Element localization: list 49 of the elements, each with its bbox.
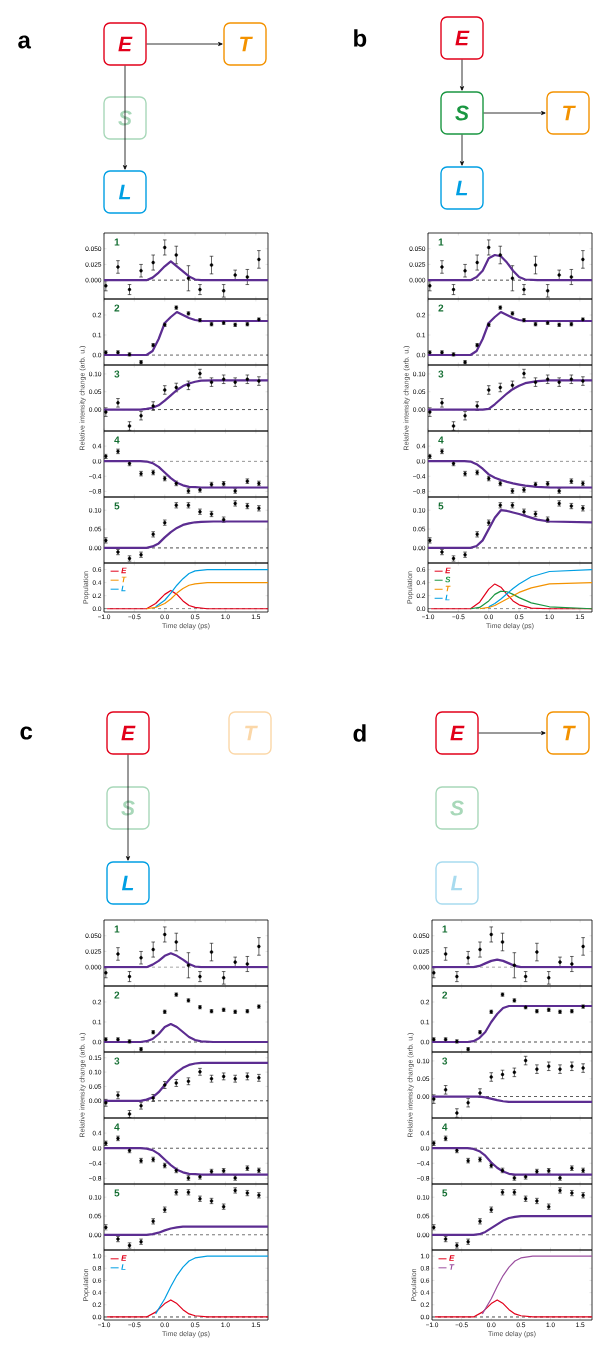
text: S	[450, 800, 464, 816]
annotation: 4	[114, 1123, 120, 1131]
annotation: 5	[114, 502, 120, 510]
legend-label: E	[445, 567, 451, 574]
text: E	[455, 30, 470, 46]
legend-label: T	[445, 585, 451, 592]
annotation: 2	[114, 304, 120, 312]
legend-label: E	[121, 567, 127, 574]
legend-label: L	[445, 594, 450, 601]
annotation: 4	[114, 436, 120, 444]
annotation: 5	[114, 1189, 120, 1197]
annotation: 5	[438, 502, 444, 510]
text: c	[20, 726, 33, 740]
text: d	[353, 724, 366, 742]
text: E	[118, 36, 133, 52]
annotation: 5	[442, 1189, 448, 1197]
text: S	[455, 105, 469, 121]
annotation: 3	[114, 370, 120, 378]
text: L	[455, 180, 468, 196]
text: E	[450, 725, 465, 741]
legend-label: L	[121, 1264, 126, 1270]
legend-label: T	[121, 576, 127, 583]
text: T	[563, 725, 576, 741]
annotation: 3	[438, 370, 444, 378]
annotation: 1	[114, 238, 120, 246]
text: E	[121, 725, 136, 741]
text: T	[563, 105, 576, 121]
text: b	[354, 29, 367, 47]
annotation: 4	[442, 1123, 448, 1131]
text: L	[121, 875, 134, 891]
text: T	[240, 36, 253, 52]
text: a	[18, 35, 32, 49]
legend-label: L	[121, 585, 126, 592]
legend-label: S	[445, 576, 451, 583]
annotation: 4	[438, 436, 444, 444]
annotation: 1	[442, 925, 448, 933]
annotation: 2	[442, 991, 448, 999]
annotation: 1	[114, 925, 120, 933]
annotation: 2	[114, 991, 120, 999]
annotation: 3	[114, 1057, 120, 1065]
annotation: 1	[438, 238, 444, 246]
legend-label: T	[449, 1264, 455, 1270]
text: L	[118, 184, 131, 200]
annotation: 2	[438, 304, 444, 312]
annotation: 3	[442, 1057, 448, 1065]
legend-label: E	[449, 1255, 455, 1261]
legend-label: E	[121, 1255, 127, 1261]
text: T	[245, 725, 258, 741]
text: L	[450, 875, 463, 891]
